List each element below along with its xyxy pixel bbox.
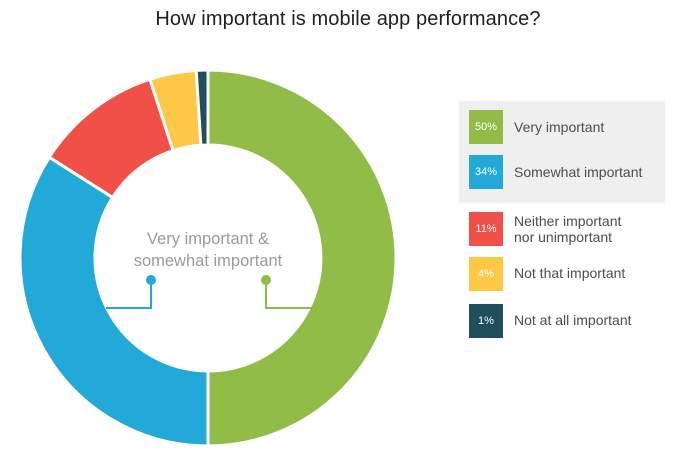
very-important-marker xyxy=(261,275,271,285)
legend-item-somewhat-important: 34% Somewhat important xyxy=(469,155,654,189)
somewhat-important-marker xyxy=(146,275,156,285)
legend-swatch-somewhat-important: 34% xyxy=(469,155,503,189)
legend-label-very-important: Very important xyxy=(514,119,605,135)
legend-item-very-important: 50% Very important xyxy=(469,110,654,144)
legend-swatch-not-at-all: 1% xyxy=(469,304,503,338)
donut-slice-very-important xyxy=(206,68,398,448)
legend-label-not-that: Not that important xyxy=(514,265,626,281)
somewhat-important-connector xyxy=(106,280,152,309)
legend-label-not-at-all: Not at all important xyxy=(514,312,632,328)
donut-slice-somewhat-important xyxy=(18,155,210,448)
legend-swatch-neither: 11% xyxy=(469,212,503,246)
legend-item-neither: 11% Neither important nor unimportant xyxy=(469,212,639,246)
legend-label-somewhat-important: Somewhat important xyxy=(514,164,643,180)
chart-title: How important is mobile app performance? xyxy=(155,8,541,30)
legend-item-not-at-all: 1% Not at all important xyxy=(469,304,654,338)
legend-label-neither: Neither important nor unimportant xyxy=(514,213,622,245)
very-important-connector xyxy=(265,280,314,309)
legend-swatch-not-that: 4% xyxy=(469,257,503,291)
legend-swatch-very-important: 50% xyxy=(469,110,503,144)
donut-slices xyxy=(18,68,398,448)
center-annotation: Very important & somewhat important xyxy=(106,230,314,309)
center-label-line1: Very important & xyxy=(147,230,269,248)
donut-slice-not-at-all xyxy=(194,68,210,147)
center-label-line2: somewhat important xyxy=(134,252,283,270)
legend-item-not-that: 4% Not that important xyxy=(469,257,654,291)
